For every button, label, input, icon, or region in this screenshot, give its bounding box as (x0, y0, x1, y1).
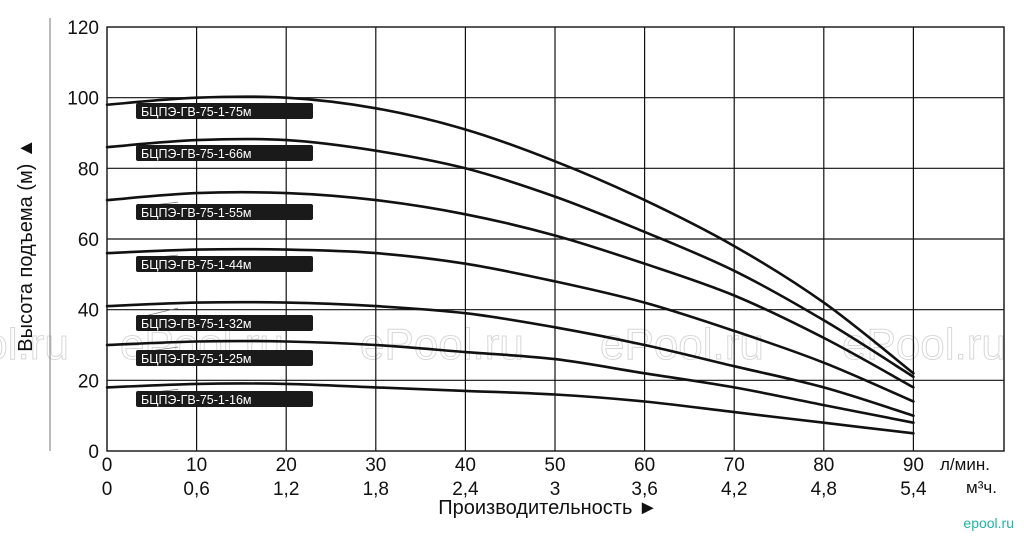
series-label: БЦПЭ-ГВ-75-1-66м (141, 147, 252, 161)
y-tick-label: 80 (78, 159, 99, 180)
curve-layer (105, 95, 915, 435)
x-tick-label-primary: 20 (276, 455, 297, 476)
x-tick-label-primary: 40 (455, 455, 476, 476)
y-tick-label: 20 (78, 371, 99, 392)
site-credit: epool.ru (963, 515, 1014, 531)
series-line (105, 190, 915, 389)
x-tick-label-primary: 0 (102, 455, 113, 476)
series-label: БЦПЭ-ГВ-75-1-75м (141, 105, 252, 119)
series-label-box (136, 145, 313, 161)
series-label-box (136, 315, 313, 331)
series-label: БЦПЭ-ГВ-75-1-16м (141, 393, 252, 407)
watermark-text: ePool.ru (600, 320, 764, 369)
series-line (105, 300, 915, 417)
x-axis-title: Производительность ► (438, 497, 657, 519)
series-line (105, 382, 915, 435)
y-tick-label: 60 (78, 230, 99, 251)
x-tick-label-primary: 80 (813, 455, 834, 476)
series-label: БЦПЭ-ГВ-75-1-32м (141, 317, 252, 331)
series-label-box (136, 204, 313, 220)
series-label-box (136, 256, 313, 272)
series-label: БЦПЭ-ГВ-75-1-44м (141, 258, 252, 272)
series-line (105, 137, 915, 379)
x-tick-label-primary: 30 (365, 455, 386, 476)
series-label: БЦПЭ-ГВ-75-1-55м (141, 206, 252, 220)
x-tick-label-secondary: 4,2 (721, 479, 747, 500)
x-tick-label-primary: 60 (634, 455, 655, 476)
x-axis-unit-secondary: м³ч. (966, 478, 997, 497)
x-tick-label-primary: 50 (544, 455, 565, 476)
series-label-box (136, 350, 313, 366)
series-label-box (136, 103, 313, 119)
y-tick-label: 40 (78, 301, 99, 322)
series-line (105, 339, 915, 424)
x-tick-label-secondary: 3,6 (631, 479, 657, 500)
x-tick-label-secondary: 4,8 (811, 479, 837, 500)
tick-layer: 0 20 40 60 80 100 120 0 10 20 30 40 50 60 70 80 90 0 0,6 1,… (67, 18, 927, 500)
x-tick-label-primary: 90 (903, 455, 924, 476)
x-tick-label-secondary: 0,6 (183, 479, 209, 500)
y-tick-label: 100 (67, 89, 99, 110)
x-tick-label-secondary: 1,2 (273, 479, 299, 500)
series-line (105, 247, 915, 403)
x-tick-label-secondary: 0 (102, 479, 113, 500)
y-tick-label: 0 (88, 442, 99, 463)
x-tick-label-secondary: 3 (550, 479, 561, 500)
watermark-text: ePool.ru (0, 320, 69, 369)
x-tick-label-secondary: 5,4 (900, 479, 927, 500)
x-tick-label-primary: 10 (186, 455, 207, 476)
x-tick-label-secondary: 1,8 (363, 479, 389, 500)
x-tick-label-secondary: 2,4 (452, 479, 479, 500)
y-axis-title: Высота подъема (м) ▲ (15, 138, 37, 351)
series-label: БЦПЭ-ГВ-75-1-25м (141, 352, 252, 366)
series-label-box (136, 391, 313, 407)
x-tick-label-primary: 70 (724, 455, 745, 476)
y-tick-label: 120 (67, 18, 99, 39)
grid-layer (49, 18, 1005, 452)
series-label-layer: БЦПЭ-ГВ-75-1-75м БЦПЭ-ГВ-75-1-66м БЦПЭ-ГВ-… (135, 103, 313, 407)
x-axis-unit-primary: л/мин. (940, 455, 990, 474)
series-line (105, 95, 915, 375)
